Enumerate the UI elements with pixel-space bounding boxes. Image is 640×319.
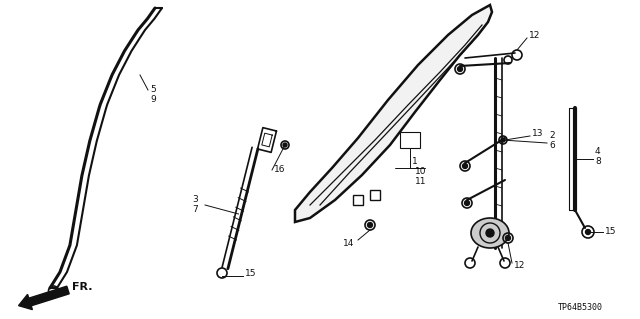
Circle shape [283,143,287,147]
Text: 9: 9 [150,94,156,103]
Circle shape [501,138,505,142]
Text: 3: 3 [192,196,198,204]
Text: 15: 15 [245,270,257,278]
Circle shape [486,229,494,237]
FancyArrow shape [19,286,69,310]
Text: 7: 7 [192,204,198,213]
Circle shape [367,222,372,227]
Text: 8: 8 [595,158,601,167]
Bar [400,132,420,148]
Polygon shape [295,5,492,222]
Text: 14: 14 [343,239,355,248]
Text: 2: 2 [549,131,555,140]
Text: 15: 15 [605,227,616,236]
Text: 11: 11 [415,176,426,186]
Text: 4: 4 [595,147,600,157]
Text: 12: 12 [529,32,540,41]
Text: 5: 5 [150,85,156,94]
Text: 13: 13 [532,130,543,138]
Text: TP64B5300: TP64B5300 [557,303,602,313]
Circle shape [465,201,470,205]
Circle shape [463,164,467,168]
Text: 6: 6 [549,140,555,150]
Text: 16: 16 [274,166,285,174]
Bar [353,195,363,205]
Bar [370,190,380,200]
Ellipse shape [471,218,509,248]
Circle shape [506,235,511,241]
Text: 1: 1 [412,158,418,167]
Text: 12: 12 [514,261,525,270]
Text: 10: 10 [415,167,426,176]
Circle shape [586,229,591,234]
Text: FR.: FR. [72,282,93,292]
Circle shape [458,66,463,71]
